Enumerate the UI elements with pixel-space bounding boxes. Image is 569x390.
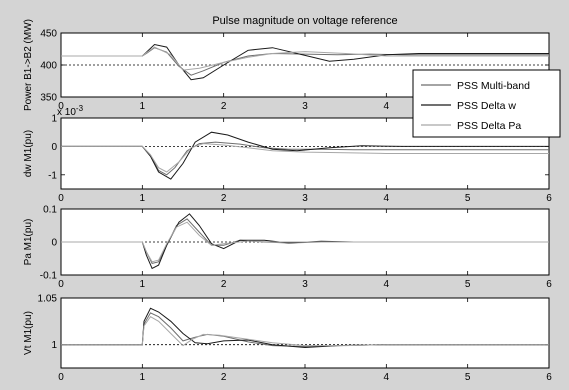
x-tick-label: 0 [58,372,64,383]
x-tick-label: 2 [221,101,227,112]
subplots: 0123456350400450Power B1->B2 (MW)0123456… [23,19,552,383]
y-tick-label: -1 [48,170,57,181]
x-tick-label: 3 [302,101,308,112]
y-tick-label: 450 [40,29,57,40]
figure-title: Pulse magnitude on voltage reference [212,15,397,27]
series-line-pss-delta-pa [61,316,549,347]
x-tick-label: 1 [140,279,146,290]
legend-label: PSS Multi-band [457,80,530,92]
legend-label: PSS Delta w [457,100,516,112]
y-tick-label: 350 [40,93,57,104]
x-tick-label: 3 [302,193,308,204]
x-tick-label: 2 [221,279,227,290]
x-tick-label: 0 [58,279,64,290]
series-line-pss-delta-w [61,307,549,349]
series-line-pss-delta-w [61,43,549,81]
x-tick-label: 6 [546,372,552,383]
x-tick-label: 5 [465,279,471,290]
y-axis-label: Pa M1(pu) [23,219,34,266]
y-tick-label: 1 [51,114,57,125]
x-tick-label: 1 [140,372,146,383]
legend-box [412,69,561,138]
y-exponent-label: x 10-3 [57,104,84,118]
legend-entry: PSS Delta w [421,100,516,112]
x-tick-label: 0 [58,193,64,204]
series-line-pss-delta-pa [61,143,549,173]
x-tick-label: 1 [140,101,146,112]
legend-entry: PSS Multi-band [421,80,530,92]
x-tick-label: 4 [384,279,390,290]
y-tick-label: 0 [51,142,57,153]
x-tick-label: 3 [302,279,308,290]
y-tick-label: -0.1 [40,271,58,282]
series-line-pss-delta-w [61,213,549,270]
y-tick-label: 0 [51,238,57,249]
legend: PSS Multi-band PSS Delta w PSS Delta Pa [412,69,561,138]
y-axis-label: dw M1(pu) [23,130,34,177]
series-line-pss-multi-band [61,141,549,176]
x-tick-label: 5 [465,372,471,383]
y-tick-label: 0.1 [43,205,57,216]
subplot-3: 0 1 2 3 4 5 6-0.100.1Pa M1(pu) [23,205,552,291]
x-tick-label: 3 [302,372,308,383]
x-tick-label: 4 [384,101,390,112]
series-line-pss-delta-w [61,131,549,180]
y-tick-label: 400 [40,61,57,72]
series-line-pss-delta-pa [61,221,549,263]
x-tick-label: 0 [58,101,64,112]
plot-area [60,297,550,369]
x-tick-label: 6 [546,193,552,204]
series-line-pss-delta-pa [61,46,549,71]
subplot-4: 0 1 2 3 4 5 6 1 1.05 Vt M1(pu) [23,294,552,384]
x-tick-label: 2 [221,193,227,204]
x-tick-label: 2 [221,372,227,383]
x-tick-label: 1 [140,193,146,204]
y-axis-label: Power B1->B2 (MW) [23,19,34,111]
legend-entry: PSS Delta Pa [421,120,521,132]
x-tick-label: 6 [546,279,552,290]
x-tick-label: 4 [384,193,390,204]
y-tick-label: 1 [51,340,57,351]
y-tick-label: 1.05 [38,294,58,305]
x-tick-label: 5 [465,193,471,204]
legend-label: PSS Delta Pa [457,120,521,132]
y-axis-label: Vt M1(pu) [23,311,34,355]
x-tick-label: 4 [384,372,390,383]
